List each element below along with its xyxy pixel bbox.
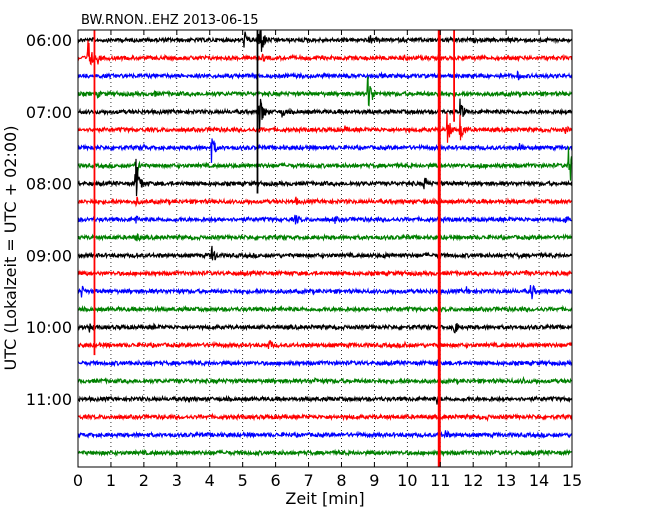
x-tick-label: 14 xyxy=(529,471,549,490)
x-axis-label: Zeit [min] xyxy=(285,489,364,508)
y-tick-label: 09:00 xyxy=(26,246,72,265)
x-tick-label: 13 xyxy=(496,471,516,490)
y-axis: 06:00 07:00 08:00 09:00 10:00 11:00 xyxy=(26,31,572,409)
x-tick-label: 0 xyxy=(73,471,83,490)
x-tick-label: 3 xyxy=(172,471,182,490)
y-tick-label: 11:00 xyxy=(26,390,72,409)
trace-0930 xyxy=(77,284,573,300)
x-tick-label: 11 xyxy=(430,471,450,490)
trace-0600 xyxy=(77,29,573,52)
trace-0800 xyxy=(77,158,573,197)
trace-0945 xyxy=(77,304,573,314)
plot-area xyxy=(78,30,572,467)
trace-group xyxy=(77,29,573,458)
trace-1000 xyxy=(77,322,573,334)
x-tick-label: 15 xyxy=(562,471,582,490)
trace-0630 xyxy=(77,70,573,81)
trace-0730 xyxy=(77,138,573,163)
trace-0715 xyxy=(77,112,573,143)
x-tick-label: 12 xyxy=(463,471,483,490)
y-axis-label: UTC (Lokalzeit = UTC + 02:00) xyxy=(1,126,20,371)
y-tick-label: 10:00 xyxy=(26,318,72,337)
x-tick-label: 5 xyxy=(238,471,248,490)
trace-1100 xyxy=(77,394,573,405)
trace-0745 xyxy=(77,146,573,181)
x-tick-label: 4 xyxy=(205,471,215,490)
plot-frame xyxy=(77,29,573,468)
trace-1045 xyxy=(77,375,573,386)
chart-title: BW.RNON..EHZ 2013-06-15 xyxy=(81,13,259,28)
x-tick-label: 8 xyxy=(336,471,346,490)
clipped-events xyxy=(93,30,455,467)
trace-1015 xyxy=(77,339,573,350)
trace-0615 xyxy=(77,40,573,66)
trace-1115 xyxy=(77,412,573,422)
x-tick-label: 9 xyxy=(369,471,379,490)
x-tick-label: 7 xyxy=(303,471,313,490)
y-tick-label: 08:00 xyxy=(26,175,72,194)
trace-1145 xyxy=(77,448,573,458)
x-tick-label: 2 xyxy=(139,471,149,490)
trace-0915 xyxy=(77,269,573,278)
trace-1030 xyxy=(77,358,573,368)
trace-0815 xyxy=(77,196,573,208)
y-tick-label: 06:00 xyxy=(26,31,72,50)
x-tick-label: 10 xyxy=(397,471,417,490)
trace-0845 xyxy=(77,233,573,242)
y-tick-label: 07:00 xyxy=(26,103,72,122)
x-axis: 0 1 2 3 4 5 6 7 8 9 10 11 12 13 14 15 xyxy=(73,30,582,490)
x-tick-label: 1 xyxy=(106,471,116,490)
x-tick-label: 6 xyxy=(271,471,281,490)
trace-0830 xyxy=(77,214,573,225)
trace-0700 xyxy=(77,98,573,133)
trace-0645 xyxy=(77,76,573,107)
trace-0900 xyxy=(77,245,573,261)
trace-1130 xyxy=(77,430,573,440)
